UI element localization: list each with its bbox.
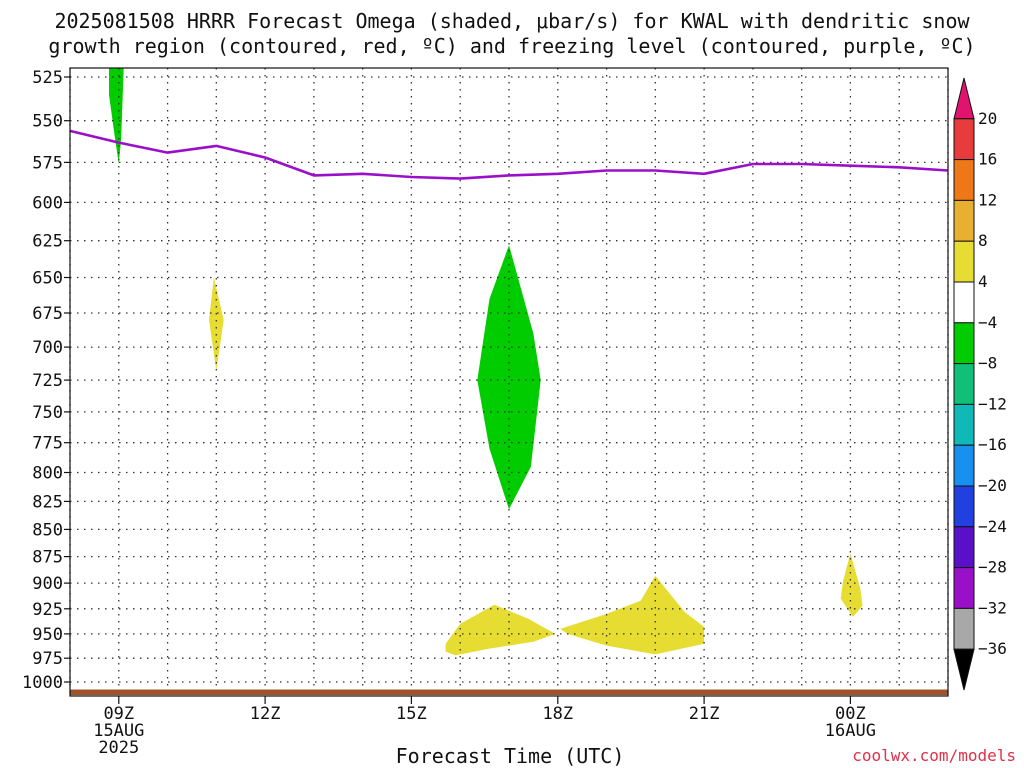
colorbar-segment-6 bbox=[953, 281, 975, 324]
omega-region-4 bbox=[445, 604, 556, 656]
colorbar-segment-5 bbox=[953, 240, 975, 283]
omega-colorbar: 20 16 12 8 4 −4 −8 −12 −16 −20 −24 −28 −32 −36 bbox=[953, 77, 1007, 691]
colorbar-segment-10 bbox=[953, 444, 975, 487]
colorbar-label-5: 4 bbox=[978, 272, 988, 291]
colorbar-segment-2 bbox=[953, 118, 975, 161]
y-tick-label-525: 525 bbox=[32, 68, 63, 88]
colorbar-segment-15 bbox=[953, 648, 975, 691]
colorbar-label-6: −4 bbox=[978, 313, 997, 332]
x-axis-label: Forecast Time (UTC) bbox=[395, 744, 625, 768]
source-credit: coolwx.com/models bbox=[852, 746, 1016, 765]
x-tick-label-24: 00Z bbox=[835, 704, 866, 724]
y-tick-label-675: 675 bbox=[32, 304, 63, 324]
y-tick-label-800: 800 bbox=[32, 464, 63, 484]
omega-region-6 bbox=[840, 553, 863, 617]
y-tick-label-725: 725 bbox=[32, 371, 63, 391]
freezing-level-layer bbox=[69, 129, 949, 180]
colorbar-label-7: −8 bbox=[978, 354, 997, 373]
x-tick-label-9: 09Z bbox=[103, 704, 134, 724]
x-tick-year-9: 2025 bbox=[98, 738, 139, 758]
colorbar-label-11: −24 bbox=[978, 517, 1007, 536]
omega-region-5 bbox=[560, 575, 705, 655]
y-tick-label-700: 700 bbox=[32, 338, 63, 358]
y-tick-label-775: 775 bbox=[32, 434, 63, 454]
x-tick-date-24: 16AUG bbox=[825, 721, 876, 741]
y-tick-label-750: 750 bbox=[32, 403, 63, 423]
colorbar-label-13: −32 bbox=[978, 598, 1007, 617]
omega-region-2 bbox=[209, 277, 224, 371]
x-tick-label-15: 15Z bbox=[396, 704, 427, 724]
colorbar-segment-12 bbox=[953, 526, 975, 569]
x-tick-label-12: 12Z bbox=[250, 704, 281, 724]
y-tick-label-575: 575 bbox=[32, 153, 63, 173]
colorbar-segment-14 bbox=[953, 607, 975, 650]
y-tick-label-900: 900 bbox=[32, 574, 63, 594]
colorbar-label-2: 16 bbox=[978, 150, 997, 169]
chart-title-line-1: 2025081508 HRRR Forecast Omega (shaded, … bbox=[54, 9, 970, 33]
omega-region-1 bbox=[109, 68, 124, 164]
colorbar-label-4: 8 bbox=[978, 231, 988, 250]
freezing-level-line bbox=[69, 129, 949, 180]
plot-frame bbox=[69, 67, 949, 697]
y-tick-label-1000: 1000 bbox=[22, 673, 63, 693]
y-tick-label-950: 950 bbox=[32, 625, 63, 645]
y-tick-label-625: 625 bbox=[32, 232, 63, 252]
surface-band bbox=[70, 689, 948, 696]
colorbar-segment-11 bbox=[953, 485, 975, 528]
colorbar-label-3: 12 bbox=[978, 190, 997, 209]
x-tick-date-9: 15AUG bbox=[93, 721, 144, 741]
colorbar-segment-3 bbox=[953, 159, 975, 201]
colorbar-label-9: −16 bbox=[978, 435, 1007, 454]
colorbar-label-14: −36 bbox=[978, 639, 1007, 658]
colorbar-label-10: −20 bbox=[978, 476, 1007, 495]
chart-title-line-2: growth region (contoured, red, ºC) and f… bbox=[48, 34, 976, 58]
x-tick-label-18: 18Z bbox=[542, 704, 573, 724]
y-tick-label-875: 875 bbox=[32, 548, 63, 568]
colorbar-label-1: 20 bbox=[978, 109, 997, 128]
y-tick-label-925: 925 bbox=[32, 600, 63, 620]
x-tick-label-21: 21Z bbox=[689, 704, 720, 724]
y-tick-label-850: 850 bbox=[32, 520, 63, 540]
colorbar-segment-7 bbox=[953, 322, 975, 365]
y-tick-label-975: 975 bbox=[32, 649, 63, 669]
y-tick-label-650: 650 bbox=[32, 269, 63, 289]
colorbar-segment-4 bbox=[953, 199, 975, 242]
colorbar-label-8: −12 bbox=[978, 394, 1007, 413]
omega-shaded-regions bbox=[109, 68, 863, 656]
y-tick-label-600: 600 bbox=[32, 193, 63, 213]
y-axis: 525 550 575 600 625 650 675 700 725 750 775 800 825 8… bbox=[22, 68, 70, 693]
y-tick-label-825: 825 bbox=[32, 492, 63, 512]
colorbar-segment-8 bbox=[953, 363, 975, 405]
colorbar-segment-13 bbox=[953, 567, 975, 609]
surface-band-layer bbox=[70, 689, 948, 696]
colorbar-segment-1 bbox=[953, 77, 975, 120]
colorbar-segment-9 bbox=[953, 403, 975, 446]
colorbar-label-12: −28 bbox=[978, 558, 1007, 577]
y-tick-label-550: 550 bbox=[32, 112, 63, 132]
